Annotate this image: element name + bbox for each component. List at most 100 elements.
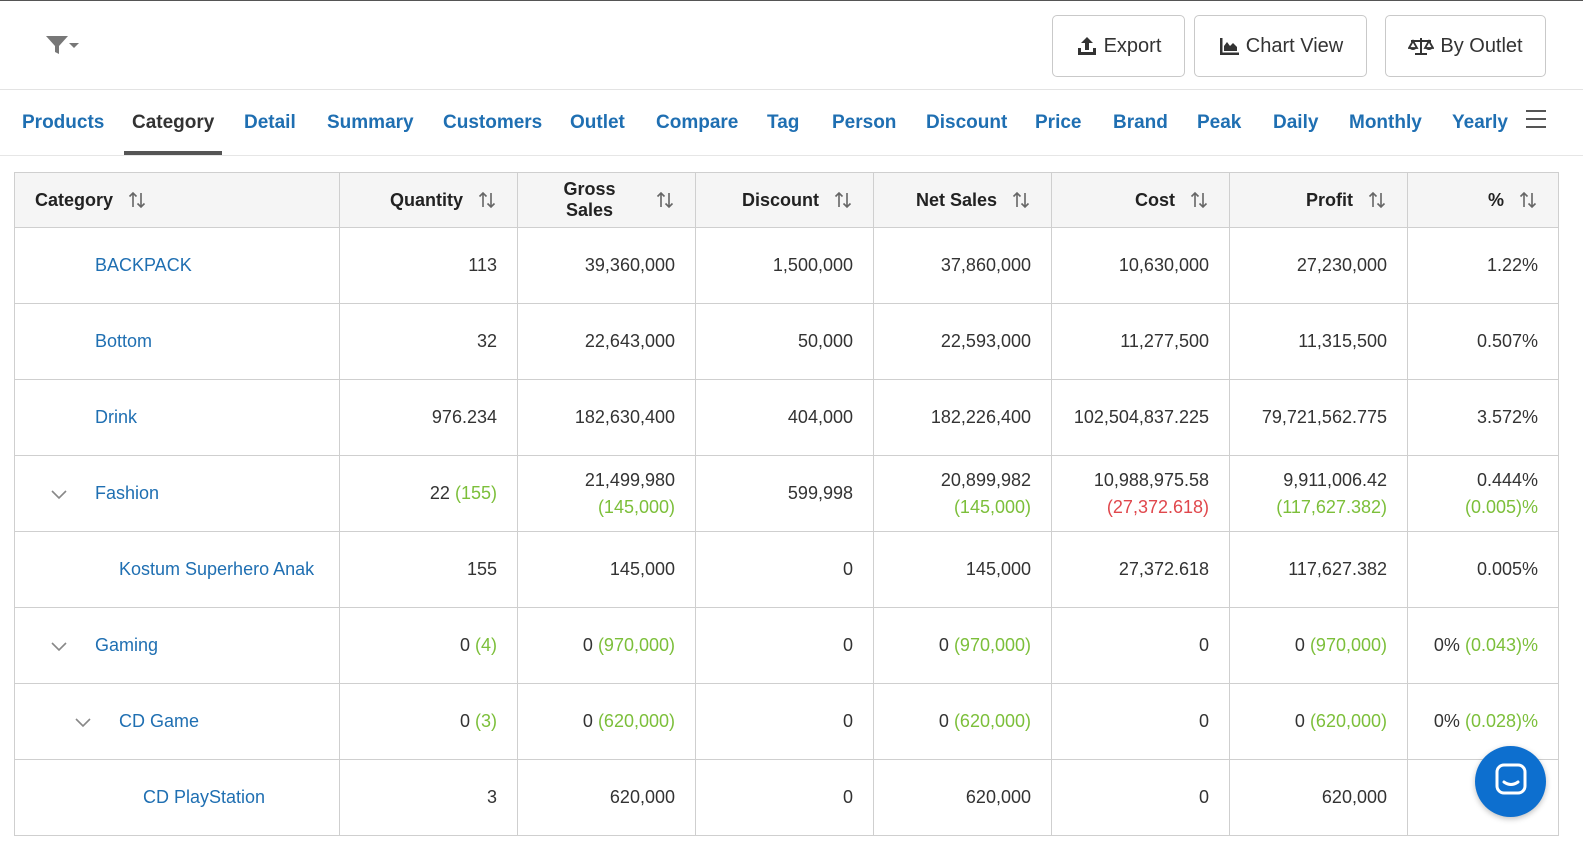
percent-cell: 0.005% <box>1407 531 1559 608</box>
filter-icon[interactable] <box>44 31 84 57</box>
percent-sub-value: (0.005)% <box>1464 496 1538 517</box>
quantity-value: 22 <box>429 483 450 503</box>
tab-price[interactable]: Price <box>1035 112 1082 133</box>
profit-sub-value: (620,000) <box>1309 711 1387 731</box>
percent-value: 0% <box>1433 635 1460 655</box>
column-header-percent: % <box>1407 172 1559 228</box>
column-header-label: Cost <box>1135 189 1175 210</box>
tab-tag[interactable]: Tag <box>767 112 800 133</box>
table-row: BACKPACK 113 39,360,000 1,500,000 37,860… <box>14 227 1559 304</box>
profit-cell: 117,627.382 <box>1229 531 1408 608</box>
tab-daily[interactable]: Daily <box>1273 112 1319 133</box>
hamburger-icon[interactable] <box>1526 110 1546 128</box>
net-sales-cell: 182,226,400 <box>873 379 1052 456</box>
chart-view-label: Chart View <box>1245 34 1344 57</box>
net-value: 0 <box>938 711 949 731</box>
area-chart-icon <box>1218 35 1240 57</box>
category-link[interactable]: Drink <box>95 407 138 427</box>
export-label: Export <box>1103 34 1162 57</box>
category-link[interactable]: CD Game <box>119 711 200 731</box>
discount-cell: 1,500,000 <box>695 227 874 304</box>
chevron-down-icon[interactable] <box>49 484 69 504</box>
quantity-sub-value: (3) <box>475 711 497 731</box>
sort-icon[interactable] <box>1189 190 1209 210</box>
column-header-category: Category <box>14 172 340 228</box>
column-header-profit: Profit <box>1229 172 1408 228</box>
table-row: CD PlayStation 3 620,000 0 620,000 0 620… <box>14 759 1559 836</box>
category-link[interactable]: Kostum Superhero Anak <box>119 559 315 579</box>
tab-compare[interactable]: Compare <box>656 112 739 133</box>
cost-cell: 0 <box>1051 683 1230 760</box>
export-button[interactable]: Export <box>1052 15 1185 77</box>
report-tabs: Products Category Detail Summary Custome… <box>0 91 1583 156</box>
tab-brand[interactable]: Brand <box>1113 112 1168 133</box>
percent-value: 0% <box>1433 711 1460 731</box>
tab-yearly[interactable]: Yearly <box>1452 112 1508 133</box>
column-header-label: Discount <box>741 189 819 210</box>
sort-icon[interactable] <box>127 190 147 210</box>
tab-monthly[interactable]: Monthly <box>1349 112 1422 133</box>
sort-icon[interactable] <box>833 190 853 210</box>
gross-sales-cell: 145,000 <box>517 531 696 608</box>
tab-customers[interactable]: Customers <box>443 112 543 133</box>
sort-icon[interactable] <box>1518 190 1538 210</box>
category-link[interactable]: Fashion <box>95 483 160 503</box>
chat-icon <box>1494 762 1528 801</box>
column-header-label: Net Sales <box>915 189 997 210</box>
tab-products[interactable]: Products <box>22 112 105 133</box>
profit-cell: 27,230,000 <box>1229 227 1408 304</box>
quantity-cell: 3 <box>339 759 518 836</box>
profit-value: 9,911,006.42 <box>1283 469 1387 490</box>
tab-person[interactable]: Person <box>832 112 897 133</box>
tab-detail[interactable]: Detail <box>244 112 296 133</box>
chart-view-button[interactable]: Chart View <box>1194 15 1367 77</box>
percent-cell: 0% (0.028)% <box>1407 683 1559 760</box>
percent-value: 0.444% <box>1476 469 1538 490</box>
column-header-label: Profit <box>1306 189 1353 210</box>
chevron-down-icon[interactable] <box>49 636 69 656</box>
tab-summary[interactable]: Summary <box>327 112 414 133</box>
chevron-down-icon[interactable] <box>73 712 93 732</box>
sort-icon[interactable] <box>1367 190 1387 210</box>
percent-cell: 0.507% <box>1407 303 1559 380</box>
sort-icon[interactable] <box>1011 190 1031 210</box>
gross-sub-value: (620,000) <box>597 711 675 731</box>
quantity-sub-value: (155) <box>454 483 497 503</box>
tab-peak[interactable]: Peak <box>1197 112 1242 133</box>
category-cell: BACKPACK <box>14 227 340 304</box>
net-value: 0 <box>938 635 949 655</box>
cost-cell: 11,277,500 <box>1051 303 1230 380</box>
tab-discount[interactable]: Discount <box>926 112 1008 133</box>
category-link[interactable]: Gaming <box>95 635 159 655</box>
column-header-net-sales: Net Sales <box>873 172 1052 228</box>
tab-outlet[interactable]: Outlet <box>570 112 625 133</box>
table-row: Gaming 0 (4) 0 (970,000) 0 0 (970,000) 0… <box>14 607 1559 684</box>
gross-sales-cell: 620,000 <box>517 759 696 836</box>
column-header-label: Quantity <box>389 189 463 210</box>
category-cell: Bottom <box>14 303 340 380</box>
cost-cell: 10,630,000 <box>1051 227 1230 304</box>
quantity-cell: 32 <box>339 303 518 380</box>
gross-sales-cell: 21,499,980 (145,000) <box>517 455 696 532</box>
cost-cell: 27,372.618 <box>1051 531 1230 608</box>
discount-cell: 0 <box>695 531 874 608</box>
category-link[interactable]: CD PlayStation <box>143 787 266 807</box>
discount-cell: 599,998 <box>695 455 874 532</box>
toolbar: Export Chart View By Outlet <box>0 1 1583 90</box>
net-sales-cell: 145,000 <box>873 531 1052 608</box>
category-link[interactable]: Bottom <box>95 331 153 351</box>
table-row: Bottom 32 22,643,000 50,000 22,593,000 1… <box>14 303 1559 380</box>
discount-cell: 0 <box>695 607 874 684</box>
net-value: 20,899,982 <box>940 469 1031 490</box>
sort-icon[interactable] <box>477 190 497 210</box>
cost-sub-value: (27,372.618) <box>1106 496 1209 517</box>
net-sub-value: (145,000) <box>953 496 1031 517</box>
profit-cell: 0 (970,000) <box>1229 607 1408 684</box>
by-outlet-button[interactable]: By Outlet <box>1385 15 1546 77</box>
quantity-value: 0 <box>459 711 470 731</box>
tab-category[interactable]: Category <box>123 91 223 155</box>
profit-cell: 11,315,500 <box>1229 303 1408 380</box>
category-link[interactable]: BACKPACK <box>95 255 192 275</box>
sort-icon[interactable] <box>655 190 675 210</box>
chat-button[interactable] <box>1475 746 1546 817</box>
